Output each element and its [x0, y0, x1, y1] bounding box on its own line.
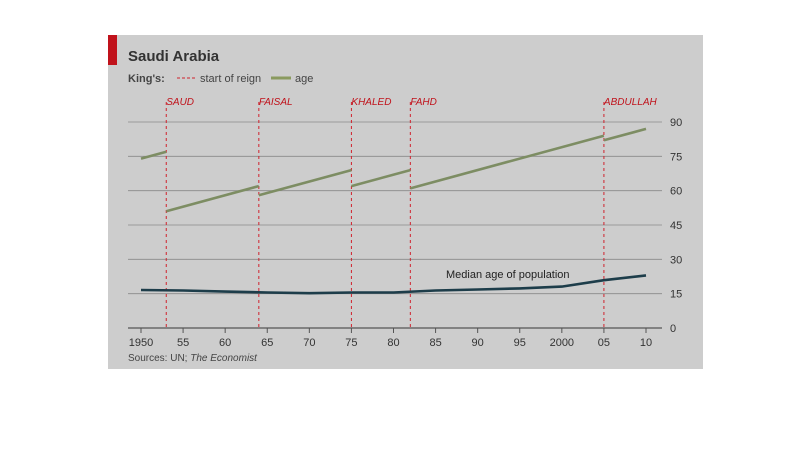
x-tick-label: 70: [303, 337, 315, 349]
king-age-segment: [603, 127, 647, 142]
reign-king-label: ABDULLAH: [603, 97, 658, 108]
king-age-segment: [409, 134, 605, 190]
x-tick-label: 65: [261, 337, 273, 349]
legend-prefix: King's:: [128, 73, 165, 85]
king-age-segment: [165, 184, 260, 213]
median-age-line: [140, 274, 647, 295]
x-tick-label: 55: [177, 337, 189, 349]
y-tick-label: 75: [670, 151, 682, 163]
reign-king-label: FAISAL: [259, 97, 293, 108]
reign-king-label: SAUD: [166, 97, 194, 108]
x-tick-label: 75: [345, 337, 357, 349]
legend-reign-label: start of reign: [200, 73, 261, 85]
y-tick-label: 0: [670, 323, 676, 335]
source-italic: The Economist: [190, 353, 258, 364]
y-tick-labels: 0 15 30 45 60 75 90: [670, 117, 682, 335]
series-lines: [140, 127, 647, 295]
y-tick-label: 15: [670, 289, 682, 301]
x-tick-label: 2000: [550, 337, 574, 349]
x-tick-label: 1950: [129, 337, 153, 349]
x-tick-label: 95: [514, 337, 526, 349]
source-note: Sources: UN; The Economist: [128, 353, 258, 364]
king-age-segment: [258, 168, 352, 197]
reign-king-label: KHALED: [351, 97, 391, 108]
y-tick-label: 60: [670, 186, 682, 198]
reign-king-label: FAHD: [410, 97, 436, 108]
x-tick-label: 90: [472, 337, 484, 349]
legend-age-label: age: [295, 73, 313, 85]
x-tick-label: 10: [640, 337, 652, 349]
x-tick-label: 05: [598, 337, 610, 349]
king-age-segment: [351, 168, 411, 188]
gridlines: [128, 121, 662, 329]
title-accent-bar: [108, 35, 117, 65]
x-tick-label: 60: [219, 337, 231, 349]
x-axis: 1950 55 60 65 70 75 80 85 90 95 2000 05 10: [129, 328, 652, 349]
source-text: Sources: UN;: [128, 353, 190, 364]
king-age-segment: [140, 150, 167, 160]
x-tick-label: 80: [387, 337, 399, 349]
legend: King's: start of reign age: [128, 73, 313, 85]
chart-title: Saudi Arabia: [128, 48, 220, 65]
y-tick-label: 30: [670, 254, 682, 266]
y-tick-label: 90: [670, 117, 682, 129]
x-tick-label: 85: [429, 337, 441, 349]
y-tick-label: 45: [670, 220, 682, 232]
series-label-median-age: Median age of population: [446, 269, 570, 281]
